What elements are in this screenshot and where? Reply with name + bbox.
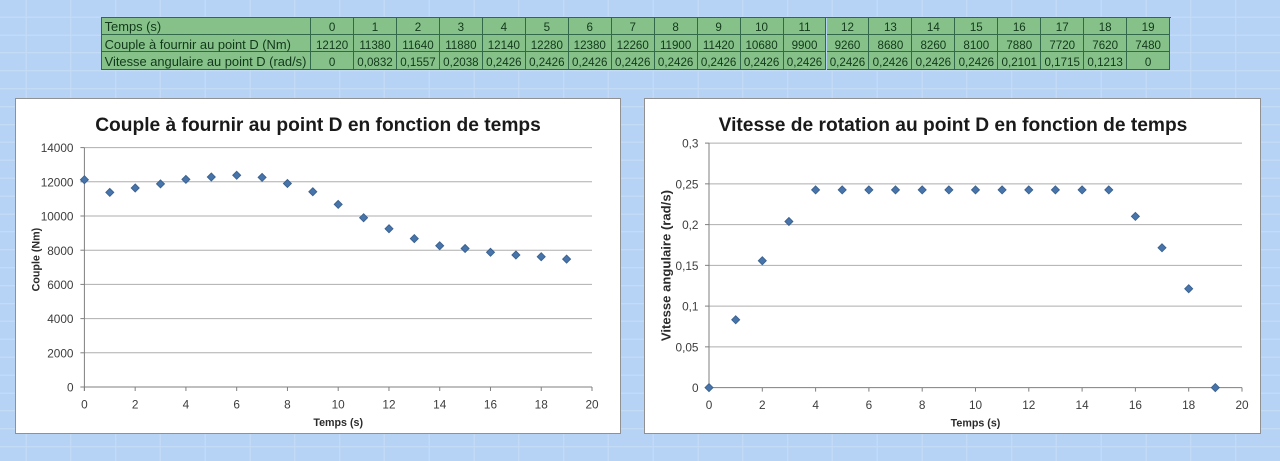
svg-text:2: 2 [132,398,139,412]
svg-text:0: 0 [67,381,74,395]
svg-text:0,15: 0,15 [676,259,699,273]
svg-text:Vitesse angulaire (rad/s): Vitesse angulaire (rad/s) [659,190,674,341]
svg-text:Temps (s): Temps (s) [951,418,1001,430]
svg-text:16: 16 [1129,398,1143,412]
svg-text:12: 12 [1022,398,1035,412]
svg-text:10: 10 [332,398,346,412]
svg-text:8: 8 [919,398,926,412]
svg-text:18: 18 [1182,398,1196,412]
svg-text:16: 16 [484,398,498,412]
svg-text:0: 0 [692,382,699,396]
svg-text:10000: 10000 [41,210,74,224]
svg-text:6000: 6000 [47,278,74,292]
svg-text:6: 6 [233,398,240,412]
svg-text:0,1: 0,1 [682,300,698,314]
svg-text:0: 0 [81,398,88,412]
svg-text:2000: 2000 [47,347,74,361]
svg-text:4000: 4000 [47,313,74,327]
svg-text:8000: 8000 [47,244,74,258]
svg-text:Couple à fournir au point D en: Couple à fournir au point D en fonction … [95,115,541,136]
svg-text:4: 4 [812,398,819,412]
svg-text:12000: 12000 [41,176,74,190]
svg-text:12: 12 [382,398,395,412]
svg-text:4: 4 [183,398,190,412]
svg-text:0: 0 [706,398,713,412]
svg-text:2: 2 [759,398,766,412]
svg-text:Vitesse de rotation au point D: Vitesse de rotation au point D en foncti… [719,115,1188,136]
svg-text:Temps (s): Temps (s) [313,417,363,429]
svg-text:6: 6 [866,398,873,412]
svg-text:18: 18 [535,398,549,412]
svg-text:0,25: 0,25 [676,178,699,192]
svg-text:0,3: 0,3 [682,137,699,151]
svg-text:20: 20 [1235,398,1249,412]
svg-text:14000: 14000 [41,142,74,156]
svg-text:20: 20 [585,398,599,412]
svg-text:0,2: 0,2 [682,219,698,233]
svg-text:0,05: 0,05 [676,341,699,355]
svg-text:8: 8 [284,398,291,412]
svg-text:10: 10 [969,398,983,412]
svg-text:Couple (Nm): Couple (Nm) [31,228,43,292]
svg-text:14: 14 [433,398,447,412]
svg-text:14: 14 [1076,398,1090,412]
